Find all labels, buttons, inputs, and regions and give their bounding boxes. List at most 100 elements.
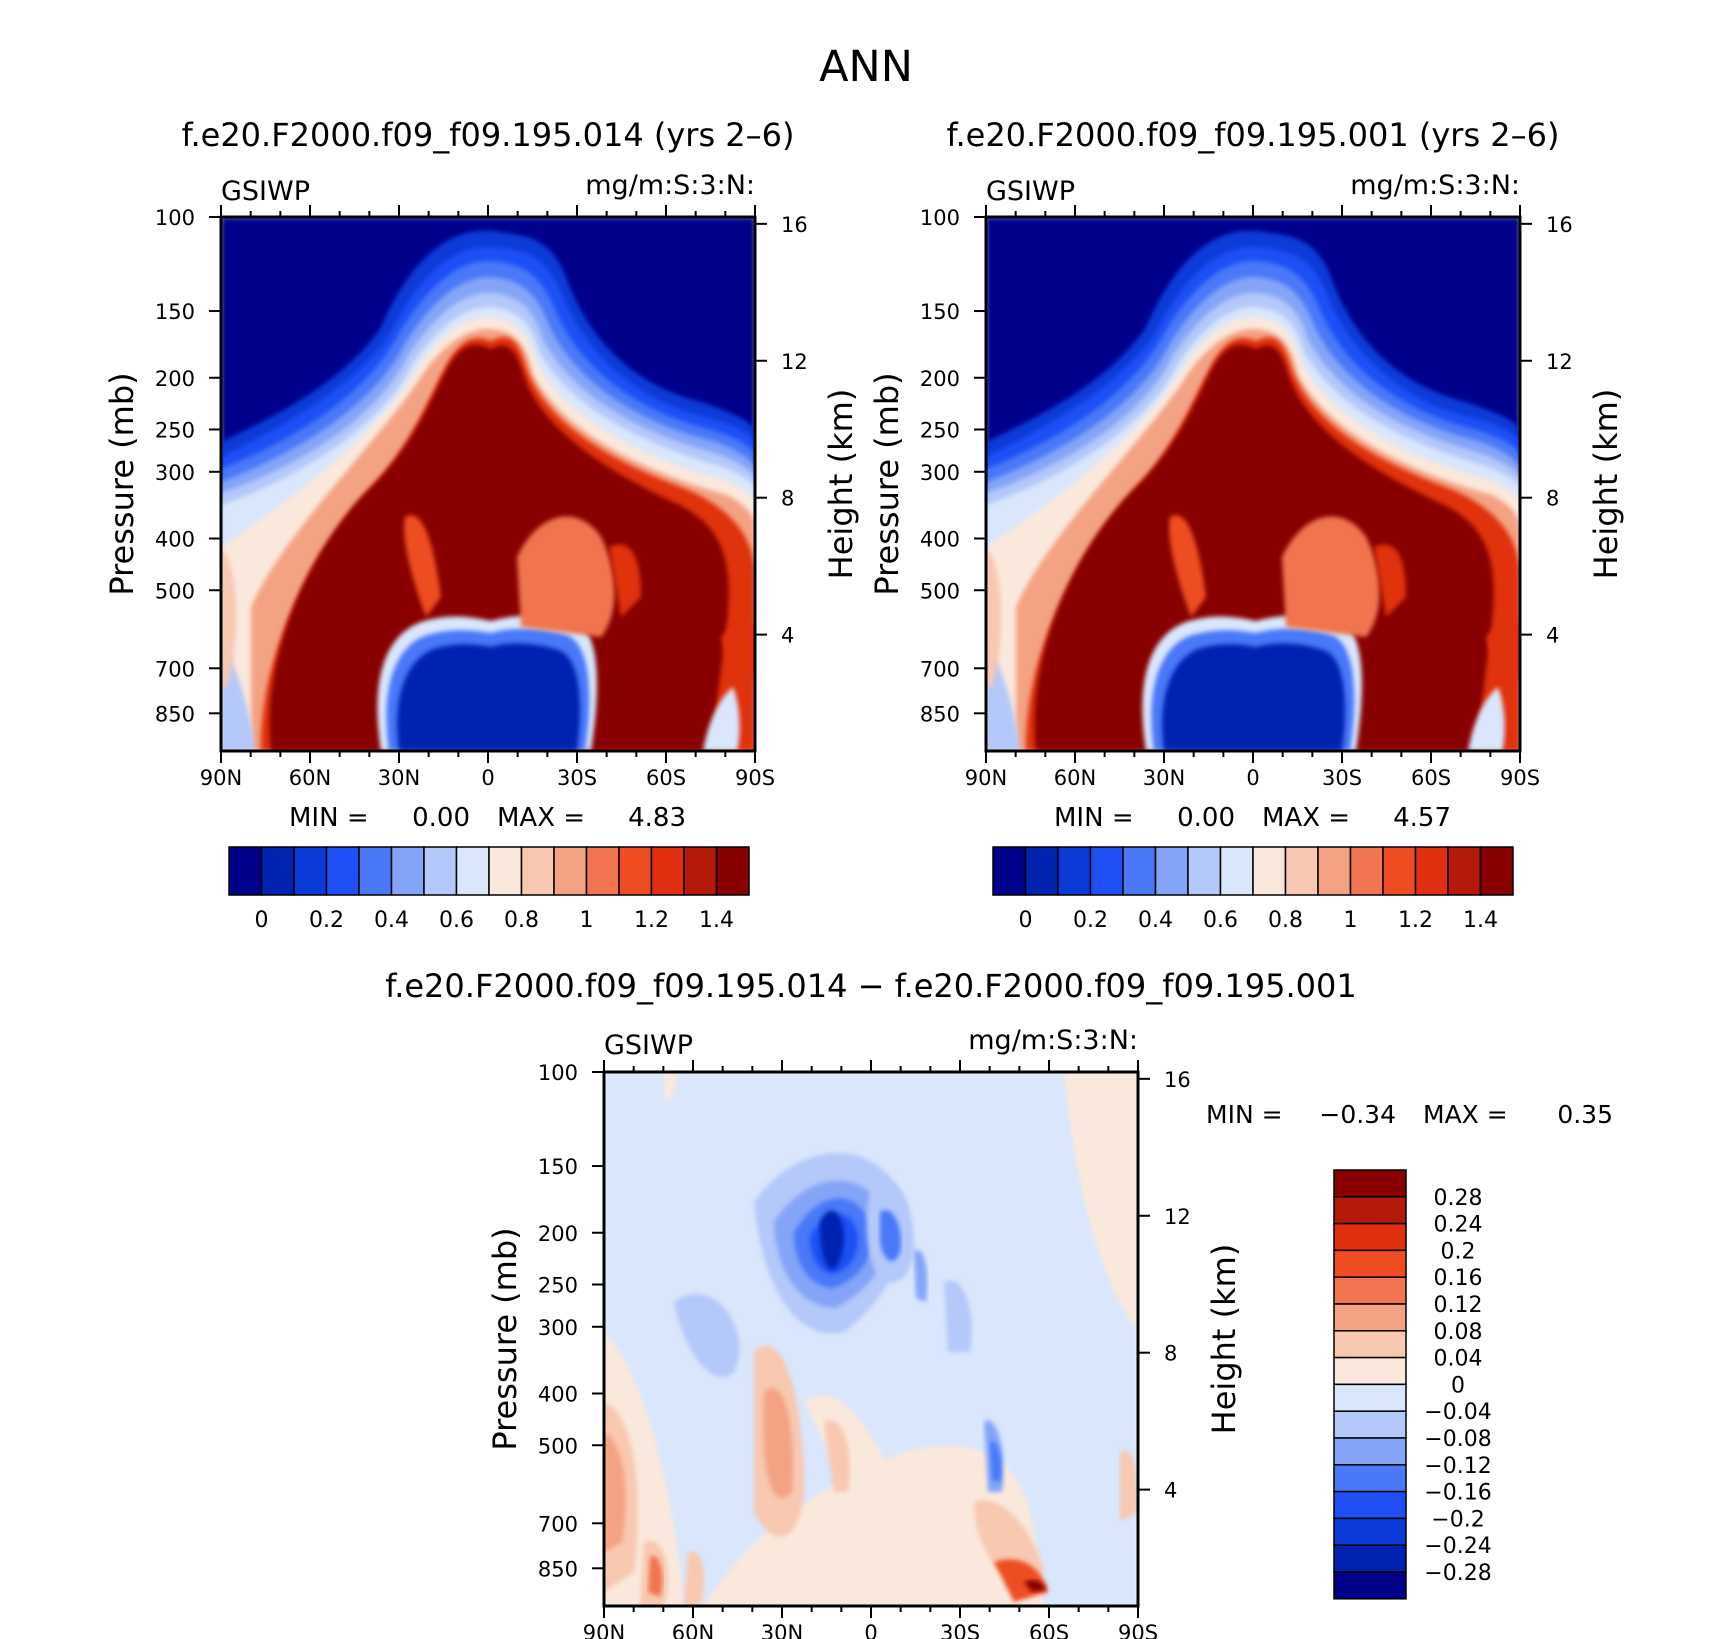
colorbar-swatch: [1122, 846, 1157, 896]
colorbar-label: −0.16: [1424, 1481, 1491, 1506]
y2-tick-label: 16: [1164, 1068, 1191, 1092]
colorbar-swatch: [1024, 846, 1059, 896]
contour-band: [1468, 687, 1505, 751]
y-tick-label: 500: [920, 579, 960, 603]
x-tick-label: 0: [864, 1621, 877, 1639]
y-axis-label: Pressure (mb): [103, 372, 141, 595]
y2-tick-label: 16: [781, 213, 808, 237]
colorbar-swatch: [1333, 1544, 1407, 1573]
y-axis-label: Pressure (mb): [868, 372, 906, 595]
y2-axis-label: Height (km): [1587, 389, 1625, 580]
contour-layers: [986, 217, 1520, 751]
colorbar-label: 1.2: [1398, 908, 1433, 933]
min-label: MIN =: [1206, 1100, 1283, 1129]
colorbar-label: −0.08: [1424, 1427, 1491, 1452]
y2-tick-label: 4: [1546, 624, 1559, 648]
contour-band: [914, 1250, 928, 1302]
variable-label: GSIWP: [986, 176, 1075, 207]
colorbar-label: −0.28: [1424, 1561, 1491, 1586]
colorbar-swatch: [1333, 1222, 1407, 1252]
axes: 90N 60N 30N 0 30S 60S 90S 100 150 200 250 300 400 500…: [155, 205, 808, 790]
colorbar-swatch: [1154, 846, 1189, 896]
contour-field: [604, 1072, 1138, 1606]
colorbar-swatch: [1333, 1383, 1407, 1412]
contour-band: [1486, 620, 1520, 680]
y2-tick-label: 8: [1164, 1342, 1177, 1366]
y2-tick-label: 12: [1164, 1205, 1191, 1229]
contour-band: [820, 1210, 844, 1270]
colorbar-label: 0.2: [309, 908, 344, 933]
colorbar-swatch: [650, 846, 685, 896]
colorbar-swatch: [585, 846, 620, 896]
colorbar-label: 0.2: [1073, 908, 1108, 933]
field: [986, 217, 1520, 751]
y2-tick-label: 8: [781, 487, 794, 511]
axes: 90N 60N 30N 0 30S 60S 90S 100 150 200 250 300 400 500…: [920, 205, 1573, 790]
colorbar-swatch: [423, 846, 458, 896]
y-tick-label: 300: [920, 461, 960, 485]
panel-title: f.e20.F2000.f09_f09.195.014 (yrs 2–6): [182, 116, 795, 154]
y2-tick-label: 12: [1546, 350, 1573, 374]
colorbar-swatch: [1333, 1517, 1407, 1546]
figure-title: ANN: [819, 42, 913, 92]
min-label: MIN =: [289, 803, 369, 833]
contour-band: [648, 1555, 663, 1597]
y-tick-label: 250: [155, 418, 195, 442]
x-tick-label: 60N: [1054, 766, 1096, 790]
min-value: 0.00: [412, 803, 470, 833]
colorbar-swatch: [520, 846, 555, 896]
colorbar-label: −0.04: [1424, 1400, 1491, 1425]
colorbar-swatch: [1447, 846, 1482, 896]
max-value: 4.83: [628, 803, 686, 833]
colorbar-swatch: [1333, 1437, 1407, 1466]
contour-band: [1169, 515, 1206, 617]
colorbar-label: 1: [580, 908, 594, 933]
colorbar-swatch: [1187, 846, 1222, 896]
colorbar-swatch: [1252, 846, 1287, 896]
y-tick-label: 100: [920, 206, 960, 230]
y-tick-label: 850: [538, 1557, 578, 1581]
colorbar-swatch: [1333, 1330, 1407, 1359]
colorbar-swatch: [1057, 846, 1092, 896]
contour-band: [1162, 643, 1345, 751]
x-tick-label: 60S: [1029, 1621, 1069, 1639]
contour-band: [944, 1280, 972, 1352]
y-axis-label: Pressure (mb): [486, 1227, 524, 1450]
colorbar-swatch: [1219, 846, 1254, 896]
colorbar-swatch: [260, 846, 295, 896]
panel-title: f.e20.F2000.f09_f09.195.001 (yrs 2–6): [947, 116, 1560, 154]
colorbar-swatch: [1317, 846, 1352, 896]
colorbar-label: 1: [1344, 908, 1358, 933]
min-value: 0.00: [1177, 803, 1235, 833]
colorbar-label: 0.28: [1434, 1186, 1483, 1211]
x-tick-label: 0: [1246, 766, 1259, 790]
x-tick-label: 0: [481, 766, 494, 790]
y-tick-label: 700: [920, 657, 960, 681]
y-tick-label: 200: [920, 367, 960, 391]
x-tick-label: 90S: [1118, 1621, 1158, 1639]
colorbar-label: 0.16: [1434, 1266, 1483, 1291]
y-tick-label: 250: [920, 418, 960, 442]
x-tick-label: 60S: [1411, 766, 1451, 790]
contour-band: [269, 344, 729, 751]
colorbar-label: −0.24: [1424, 1534, 1491, 1559]
min-value: −0.34: [1319, 1100, 1396, 1129]
colorbar-swatch: [293, 846, 328, 896]
y-tick-label: 400: [538, 1383, 578, 1407]
colorbar-swatch: [488, 846, 523, 896]
colorbar-swatch: [1333, 1249, 1407, 1278]
x-tick-label: 60N: [672, 1621, 714, 1639]
contour-band: [221, 547, 237, 687]
y2-tick-label: 12: [781, 350, 808, 374]
axes: 90N 60N 30N 0 30S 60S 90S 100 150 200 250 300 400 500…: [538, 1060, 1191, 1639]
colorbar-swatch: [1414, 846, 1449, 896]
y-tick-label: 150: [155, 300, 195, 324]
contour-band: [763, 1388, 793, 1498]
contour-band: [517, 516, 615, 637]
contour-band: [684, 1551, 704, 1606]
colorbar-label: 0.8: [504, 908, 539, 933]
contour-band: [704, 1445, 1044, 1606]
variable-label: GSIWP: [221, 176, 310, 207]
max-label: MAX =: [1423, 1100, 1508, 1129]
y2-tick-label: 8: [1546, 487, 1559, 511]
